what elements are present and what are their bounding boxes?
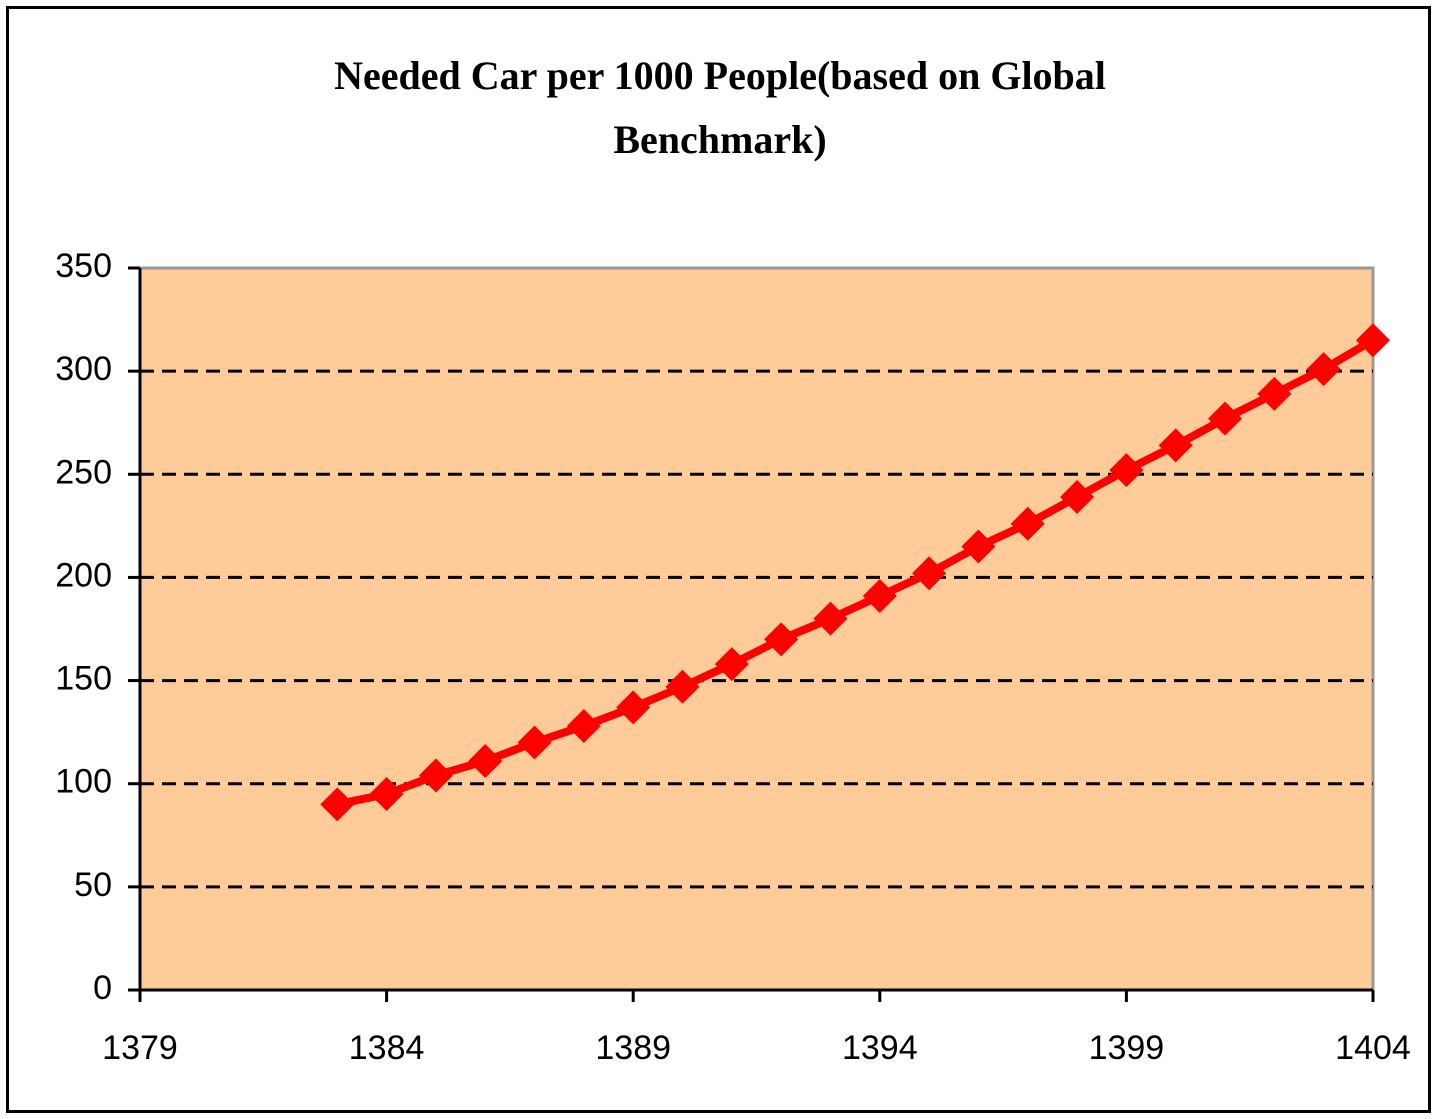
x-tick-label: 1384 [349,1029,425,1067]
marker [517,725,552,760]
marker [418,758,453,793]
chart-frame [6,6,1431,1113]
marker [961,529,996,564]
marker [912,556,947,591]
marker [665,669,700,704]
marker [813,601,848,636]
marker [468,744,503,779]
marker [862,578,897,613]
marker [1356,323,1390,358]
marker [369,777,404,812]
marker [1158,428,1193,463]
x-tick-label: 1399 [1089,1029,1165,1067]
marker [764,622,799,657]
plot-area [138,266,1375,992]
marker [714,647,749,682]
y-tick-label: 200 [55,556,112,594]
marker [566,708,601,743]
y-tick-label: 50 [74,866,112,904]
chart-title: Needed Car per 1000 People(based on Glob… [334,53,1106,162]
y-tick-label: 250 [55,453,112,491]
x-tick-label: 1404 [1335,1029,1411,1067]
x-tick-label: 1389 [595,1029,671,1067]
marker [320,787,355,822]
y-tick-label: 100 [55,763,112,801]
marker [616,690,651,725]
y-tick-label: 300 [55,350,112,388]
marker [1306,352,1341,387]
marker [1010,506,1045,541]
marker [1109,453,1144,488]
x-tick-label: 1379 [102,1029,178,1067]
y-tick-label: 150 [55,660,112,698]
x-tick-label: 1394 [842,1029,918,1067]
series-line [336,336,1376,809]
marker [1257,376,1292,411]
y-tick-label: 350 [55,247,112,285]
y-tick-label: 0 [93,969,112,1007]
marker [1208,401,1243,436]
marker [1060,479,1095,514]
